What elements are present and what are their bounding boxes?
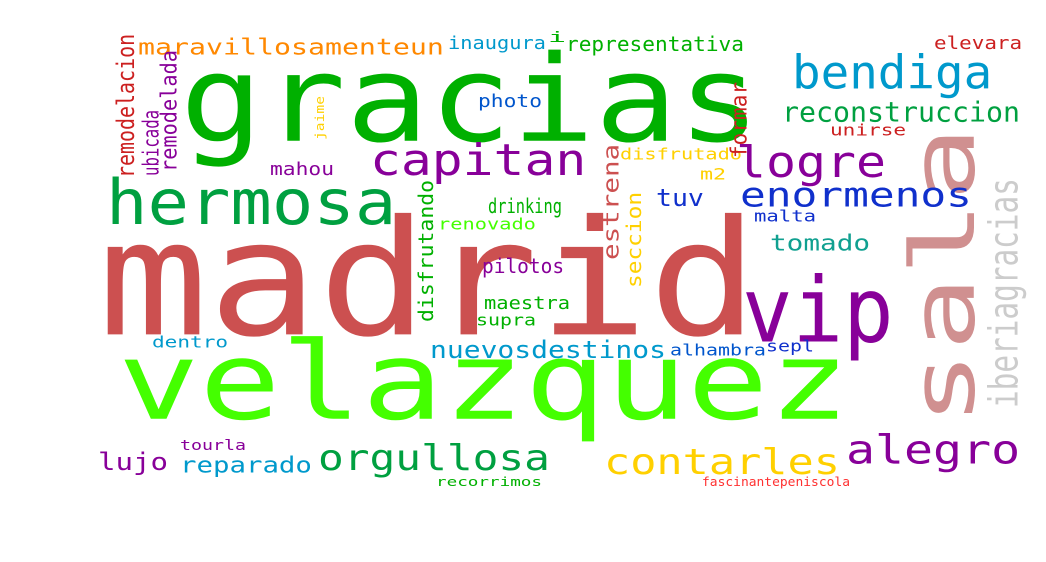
word-maestra: maestra	[484, 292, 571, 314]
word-iberiagracias: iberiagracias	[980, 178, 1028, 408]
word-fascinantepeniscola: fascinantepeniscola	[702, 474, 850, 489]
word-sepl: sepl	[766, 336, 814, 356]
word-tuv: tuv	[656, 183, 704, 212]
word-jaime: jaime	[312, 95, 327, 140]
word-nuevosdestinos: nuevosdestinos	[430, 335, 666, 364]
word-renovado: renovado	[438, 214, 536, 234]
word-supra: supra	[476, 310, 537, 330]
word-dentro: dentro	[152, 332, 229, 352]
word-unirse: unirse	[830, 120, 907, 140]
word-drinking: drinking	[488, 194, 562, 218]
word-alhambra: alhambra	[670, 340, 766, 360]
word-disfrutado: disfrutado	[620, 144, 743, 164]
word-photo: photo	[478, 90, 543, 112]
word-reconstruccion: reconstruccion	[782, 95, 1020, 129]
word-velazquez: velazquez	[118, 318, 850, 445]
word-disfrutando: disfrutando	[414, 179, 438, 322]
word-capitan: capitan	[370, 134, 587, 186]
word-orgullosa: orgullosa	[318, 436, 550, 479]
word-seccion: seccion	[622, 191, 646, 288]
word-pilotos: pilotos	[482, 254, 565, 278]
word-malta: malta	[754, 206, 817, 226]
word-remodelacion: remodelacion	[111, 33, 140, 179]
word-representativa: representativa	[566, 32, 744, 56]
word-madrid: madrid	[98, 185, 759, 373]
word-estrena: estrena	[598, 143, 624, 260]
word-tourla: tourla	[180, 436, 247, 454]
word-logre: logre	[736, 136, 887, 188]
word-m2: m2	[700, 164, 727, 184]
word-formar: formar	[726, 81, 752, 158]
word-gracias: gracias	[180, 29, 761, 170]
word-i: i	[548, 28, 567, 46]
word-ubicada: ubicada	[138, 109, 164, 176]
word-bendiga: bendiga	[792, 45, 993, 100]
word-inaugura: inaugura	[448, 32, 546, 54]
word-recorrimos: recorrimos	[436, 474, 543, 489]
word-hermosa: hermosa	[106, 166, 397, 239]
word-alegro: alegro	[846, 426, 1021, 474]
word-elevara: elevara	[934, 32, 1023, 54]
word-mahou: mahou	[270, 158, 335, 180]
word-enormenos: enormenos	[740, 174, 972, 215]
word-tomado: tomado	[770, 230, 871, 256]
word-lujo: lujo	[98, 447, 168, 476]
word-reparado: reparado	[180, 452, 312, 478]
word-vip: vip	[742, 257, 894, 364]
word-sala: sala	[892, 126, 996, 427]
word-maravillosamenteun: maravillosamenteun	[138, 34, 444, 60]
word-contarles: contarles	[604, 440, 840, 483]
